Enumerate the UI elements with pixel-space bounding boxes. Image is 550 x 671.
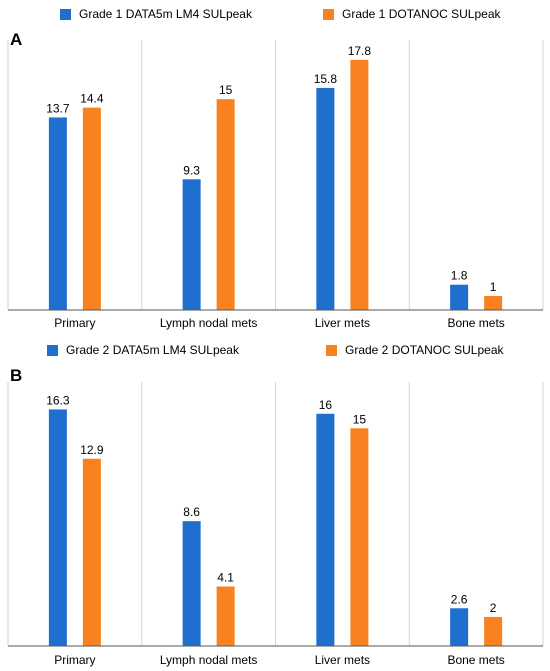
- bar-series-2-lymph-nodal-mets: [216, 586, 235, 646]
- legend-item-series-2: Grade 2 DOTANOC SULpeak: [326, 343, 504, 357]
- legend: Grade 2 DATA5m LM4 SULpeak Grade 2 DOTAN…: [0, 343, 550, 359]
- legend-swatch-series-1: [60, 8, 71, 20]
- legend-label-series-2: Grade 2 DOTANOC SULpeak: [345, 343, 504, 357]
- bar-series-1-bone-mets: [450, 284, 469, 310]
- data-label-series-2: 15: [219, 83, 233, 97]
- data-label-series-2: 12.9: [80, 443, 104, 457]
- bar-series-1-lymph-nodal-mets: [182, 521, 201, 646]
- data-label-series-2: 2: [490, 601, 497, 615]
- legend-swatch-series-2: [323, 8, 334, 20]
- bar-series-2-primary: [82, 458, 101, 646]
- legend-item-series-1: Grade 2 DATA5m LM4 SULpeak: [47, 343, 239, 357]
- legend-swatch-series-2: [326, 344, 337, 356]
- data-label-series-1: 2.6: [451, 592, 468, 606]
- legend-item-series-1: Grade 1 DATA5m LM4 SULpeak: [60, 7, 252, 21]
- panel-label: A: [10, 30, 23, 49]
- data-label-series-2: 1: [490, 280, 497, 294]
- data-label-series-1: 1.8: [451, 269, 468, 283]
- data-label-series-2: 4.1: [217, 570, 234, 584]
- x-tick-label: Primary: [54, 653, 95, 667]
- data-label-series-2: 15: [353, 412, 367, 426]
- bar-series-2-bone-mets: [484, 616, 503, 646]
- data-label-series-2: 17.8: [348, 44, 372, 58]
- bar-series-2-liver-mets: [350, 59, 369, 311]
- data-label-series-1: 8.6: [183, 505, 200, 519]
- data-label-series-1: 9.3: [183, 163, 200, 177]
- x-tick-label: Lymph nodal mets: [160, 653, 258, 667]
- x-tick-label: Lymph nodal mets: [160, 316, 258, 330]
- x-tick-label: Primary: [54, 316, 95, 330]
- legend-label-series-2: Grade 1 DOTANOC SULpeak: [342, 7, 501, 21]
- bar-series-1-liver-mets: [316, 413, 335, 646]
- chart-panel-a: Grade 1 DATA5m LM4 SULpeak Grade 1 DOTAN…: [0, 7, 550, 330]
- bar-series-1-lymph-nodal-mets: [182, 179, 201, 310]
- x-tick-label: Bone mets: [447, 653, 504, 667]
- legend-label-series-1: Grade 2 DATA5m LM4 SULpeak: [66, 343, 239, 357]
- bar-series-1-primary: [48, 117, 67, 310]
- data-label-series-1: 16: [319, 398, 333, 412]
- data-label-series-1: 16.3: [46, 393, 70, 407]
- bar-series-1-primary: [48, 409, 67, 646]
- bar-series-1-liver-mets: [316, 87, 335, 310]
- bar-series-2-lymph-nodal-mets: [216, 99, 235, 311]
- x-tick-label: Bone mets: [447, 316, 504, 330]
- legend-label-series-1: Grade 1 DATA5m LM4 SULpeak: [79, 7, 252, 21]
- bar-series-2-liver-mets: [350, 428, 369, 646]
- bar-series-2-primary: [82, 107, 101, 311]
- bar-series-2-bone-mets: [484, 295, 503, 310]
- x-tick-label: Liver mets: [315, 316, 370, 330]
- data-label-series-1: 15.8: [314, 72, 338, 86]
- bar-chart-a: 13.7 14.4 Primary 9.3 15 Lymph nodal mets 15.8…: [7, 40, 544, 330]
- chart-panel-b: Grade 2 DATA5m LM4 SULpeak Grade 2 DOTAN…: [0, 336, 550, 671]
- data-label-series-1: 13.7: [46, 101, 70, 115]
- legend-swatch-series-1: [47, 344, 58, 356]
- bar-series-1-bone-mets: [450, 608, 469, 646]
- data-label-series-2: 14.4: [80, 92, 104, 106]
- panel-label: B: [10, 366, 23, 385]
- legend: Grade 1 DATA5m LM4 SULpeak Grade 1 DOTAN…: [0, 7, 550, 23]
- bar-chart-b: 16.3 12.9 Primary 8.6 4.1 Lymph nodal mets 16 1…: [7, 382, 544, 667]
- x-tick-label: Liver mets: [315, 653, 370, 667]
- legend-item-series-2: Grade 1 DOTANOC SULpeak: [323, 7, 501, 21]
